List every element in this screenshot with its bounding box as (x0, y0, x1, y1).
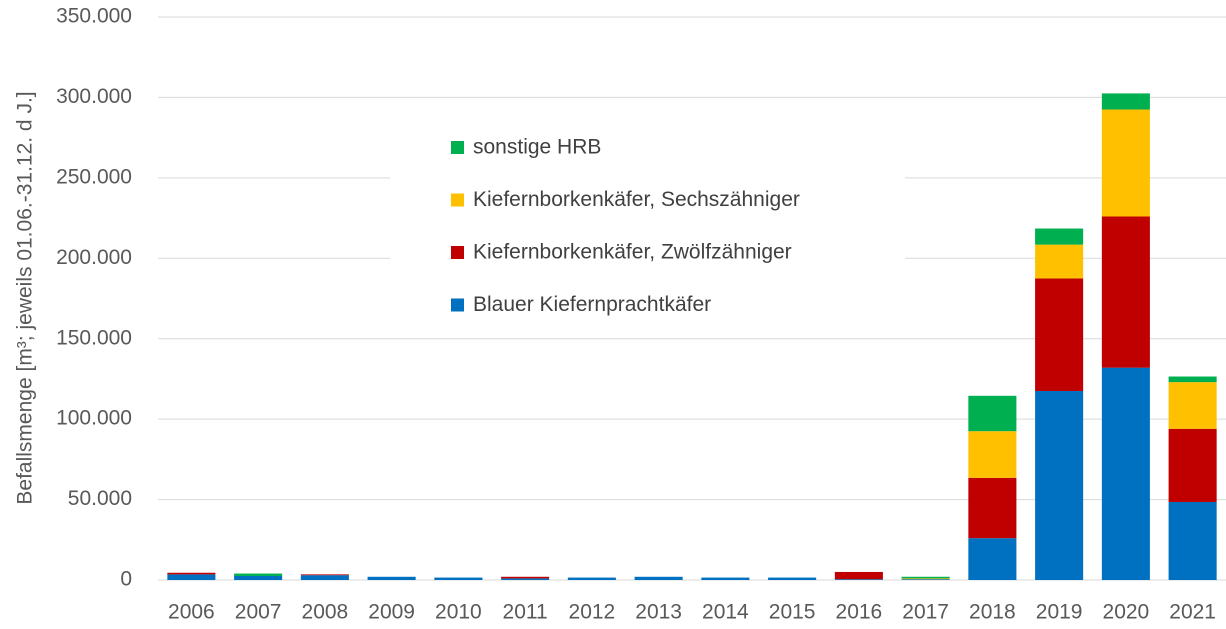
bar-segment (1101, 109, 1150, 217)
bar-segment (1101, 367, 1150, 580)
bar-segment (1168, 501, 1217, 580)
y-tick-label: 50.000 (68, 487, 132, 510)
bar-segment (1168, 376, 1217, 383)
legend-swatch (451, 193, 464, 207)
legend-label: Kiefernborkenkäfer, Zwölfzähniger (473, 241, 792, 264)
bar-segment (567, 577, 616, 580)
bar-segment (1101, 93, 1150, 110)
x-tick-label: 2015 (769, 601, 816, 624)
legend-swatch (451, 246, 464, 259)
x-tick-label: 2016 (836, 601, 883, 624)
y-tick-label: 0 (120, 568, 132, 591)
bar-segment (167, 574, 216, 580)
legend-box (390, 120, 905, 332)
bar-segment (1035, 278, 1084, 391)
bar-segment (1035, 390, 1084, 580)
x-tick-label: 2019 (1036, 601, 1083, 624)
bar-segment (367, 576, 416, 580)
x-tick-label: 2008 (302, 601, 349, 624)
y-tick-label: 300.000 (56, 85, 132, 108)
bar-segment (634, 576, 683, 580)
y-tick-label: 250.000 (56, 165, 132, 188)
legend-label: Blauer Kiefernprachtkäfer (473, 293, 711, 316)
y-tick-label: 150.000 (56, 326, 132, 349)
x-tick-label: 2006 (168, 601, 215, 624)
bar-segment (968, 477, 1017, 539)
x-tick-label: 2012 (569, 601, 616, 624)
x-tick-label: 2017 (902, 601, 949, 624)
y-tick-label: 100.000 (56, 407, 132, 430)
legend-swatch (451, 298, 464, 312)
bar-segment (167, 572, 216, 575)
y-tick-label: 350.000 (56, 5, 132, 28)
legend-swatch (451, 141, 464, 154)
x-tick-label: 2018 (969, 601, 1016, 624)
bar-segment (300, 574, 349, 576)
legend-label: sonstige HRB (473, 136, 601, 159)
bar-segment (834, 571, 883, 580)
x-tick-label: 2007 (235, 601, 282, 624)
bar-segment (901, 578, 950, 580)
x-tick-label: 2021 (1169, 601, 1216, 624)
bar-segment (501, 576, 550, 579)
bar-segment (1168, 382, 1217, 429)
x-tick-label: 2013 (635, 601, 682, 624)
bar-segment (1168, 428, 1217, 502)
bar-segment (968, 395, 1017, 432)
bar-segment (1035, 244, 1084, 279)
bar-segment (834, 579, 883, 580)
bar-segment (968, 431, 1017, 478)
x-tick-label: 2010 (435, 601, 482, 624)
legend-label: Kiefernborkenkäfer, Sechszähniger (473, 188, 800, 211)
x-tick-label: 2014 (702, 601, 749, 624)
bar-segment (768, 577, 817, 580)
bar-segment (1035, 228, 1084, 245)
bar-segment (234, 575, 283, 580)
bar-segment (501, 578, 550, 580)
bar-segment (234, 573, 283, 576)
bar-segment (434, 577, 483, 580)
x-tick-label: 2009 (368, 601, 415, 624)
bar-segment (901, 579, 950, 580)
bar-segment (701, 577, 750, 580)
x-tick-label: 2020 (1103, 601, 1150, 624)
bar-segment (1101, 216, 1150, 368)
bar-segment (968, 538, 1017, 580)
x-tick-label: 2011 (503, 601, 548, 624)
bar-segment (901, 576, 950, 579)
bar-segment (300, 575, 349, 580)
y-tick-label: 200.000 (56, 246, 132, 269)
y-axis-label: Befallsmenge [m³; jeweils 01.06.-31.12. … (14, 91, 37, 504)
